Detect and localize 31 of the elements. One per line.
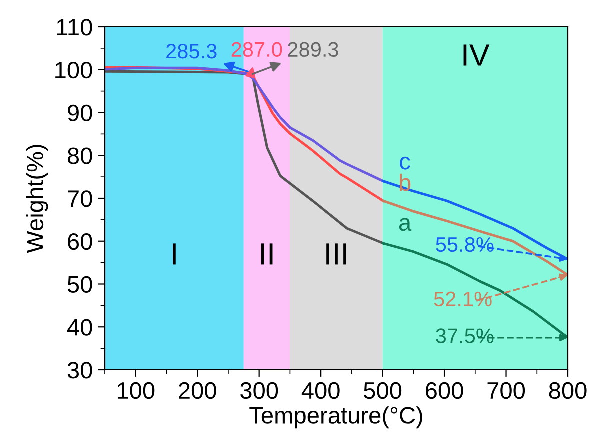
y-tick-label: 90 [68, 104, 92, 122]
annotation: 55.8% [436, 237, 494, 252]
x-tick-label: 300 [240, 382, 278, 400]
y-tick-label: 110 [57, 19, 92, 36]
annotation: 52.1% [434, 292, 492, 307]
y-tick-label: 80 [68, 148, 92, 164]
y-axis-title: Weight(%) [26, 145, 48, 254]
band-label: IV [464, 44, 490, 66]
x-tick-label: 800 [549, 382, 587, 400]
y-tick-label: 30 [68, 362, 92, 379]
y-tick-label: 50 [68, 276, 92, 294]
annotation: a [399, 218, 412, 232]
band-label: III [326, 244, 346, 265]
x-tick-label: 700 [488, 382, 526, 400]
band-label: II [261, 244, 273, 265]
annotation: 289.3 [288, 42, 338, 58]
x-tick-label: 100 [118, 382, 155, 400]
y-tick-label: 40 [67, 319, 92, 336]
annotation: c [400, 156, 410, 170]
annotation: 37.5% [436, 328, 494, 344]
annotation: 285.3 [166, 44, 217, 59]
x-tick-label: 200 [179, 382, 216, 400]
annotation: b [400, 174, 411, 192]
band-label: I [173, 244, 176, 265]
y-tick-label: 100 [56, 62, 92, 79]
x-tick-label: 600 [426, 382, 464, 400]
x-axis-title: Temperature(°C) [250, 406, 422, 429]
y-tick-label: 60 [68, 233, 92, 250]
x-tick-label: 500 [364, 382, 402, 400]
y-tick-label: 70 [68, 190, 92, 208]
x-tick-label: 400 [302, 382, 340, 400]
